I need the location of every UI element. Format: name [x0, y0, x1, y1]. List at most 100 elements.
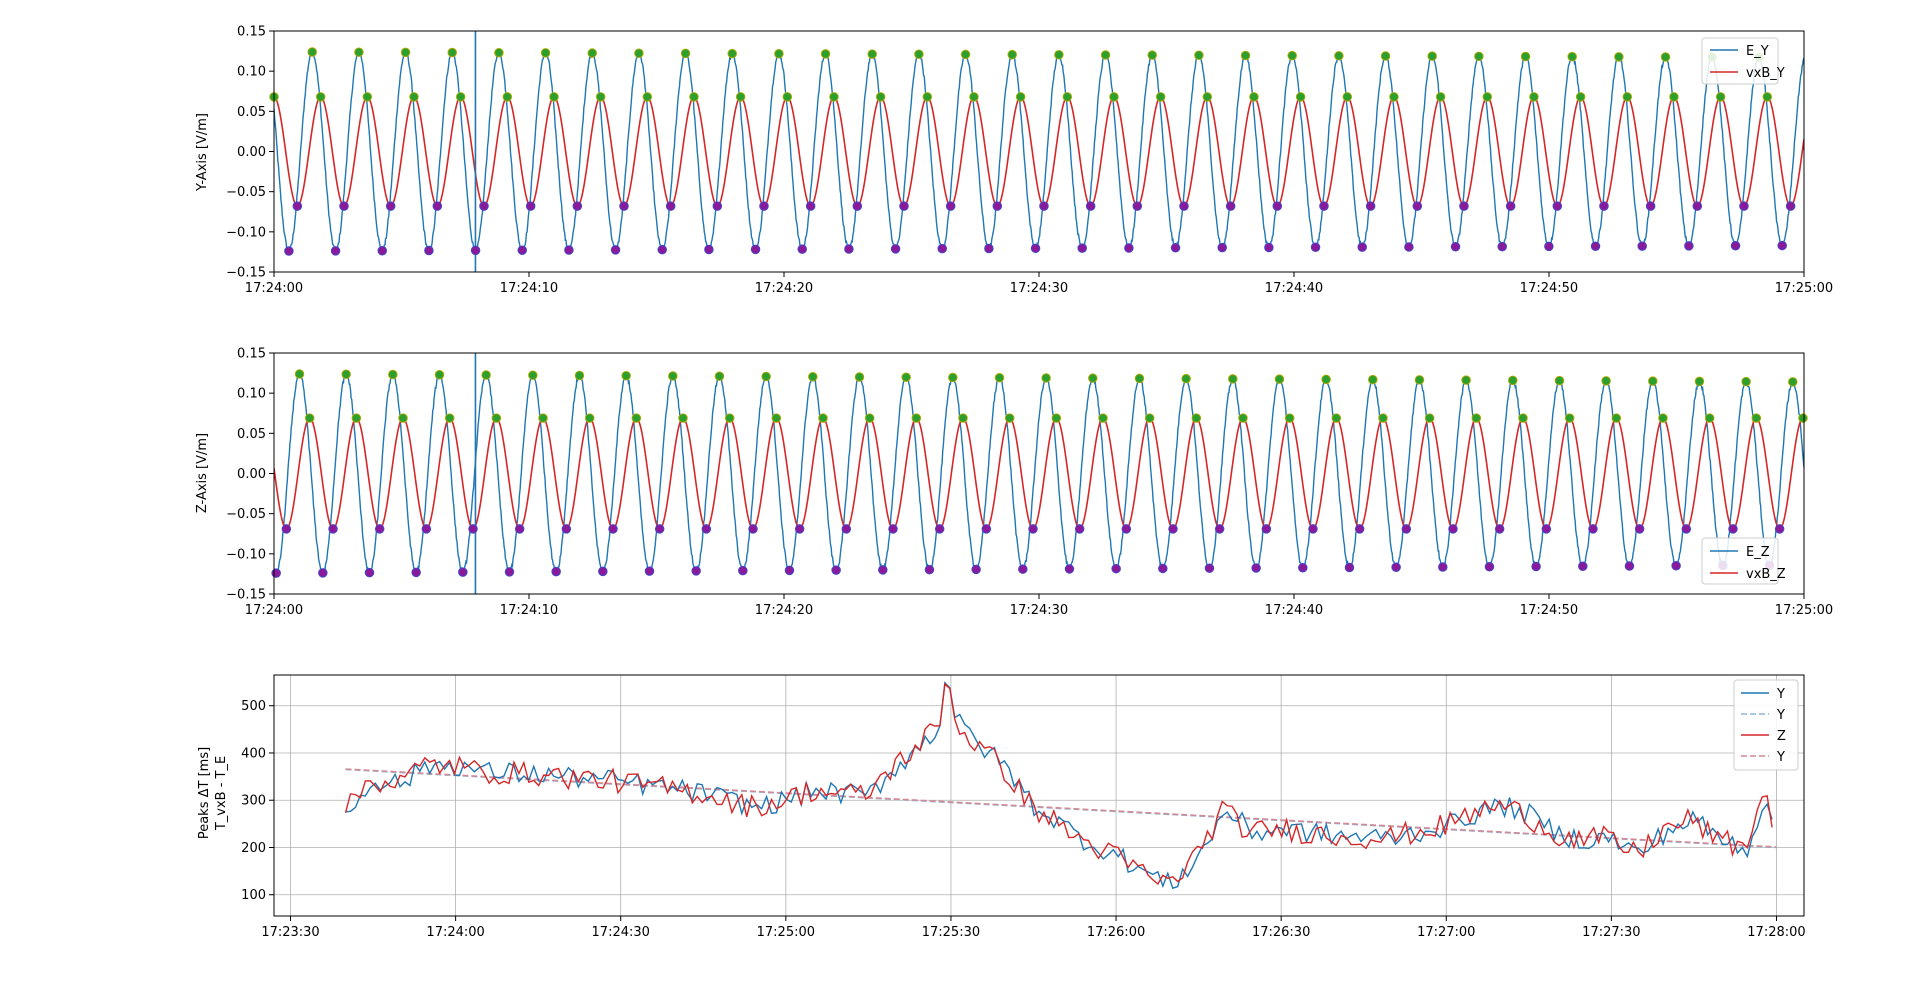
peak-marker-min [1728, 524, 1738, 534]
y-tick-label: −0.10 [226, 225, 266, 240]
peak-marker-max [1155, 92, 1166, 102]
peak-marker-max [1704, 413, 1715, 423]
x-tick-label: 17:24:30 [592, 925, 650, 940]
peak-marker-min [339, 201, 349, 211]
x-tick-label: 17:24:20 [755, 281, 813, 296]
peak-marker-max [1331, 413, 1342, 423]
peak-marker-max [774, 48, 784, 59]
peak-marker-max [1751, 413, 1762, 423]
peak-marker-min [1730, 240, 1741, 251]
peak-marker-min [844, 244, 854, 254]
peak-marker-min [1074, 524, 1085, 534]
peak-marker-min [992, 201, 1003, 211]
peak-marker-min [738, 565, 748, 576]
peak-marker-max [1342, 92, 1353, 102]
peak-marker-min [1168, 524, 1178, 534]
peak-marker-min [1344, 562, 1355, 573]
peak-marker-max [1389, 92, 1399, 102]
peak-marker-max [494, 47, 504, 58]
peak-marker-max [948, 372, 958, 383]
peak-marker-max [1238, 413, 1248, 423]
y-tick-label: 0.10 [237, 65, 266, 80]
peak-marker-min [468, 524, 478, 534]
peak-marker-min [421, 524, 432, 534]
peak-marker-max [587, 48, 597, 58]
peak-marker-max [388, 369, 398, 380]
peak-marker-min [504, 567, 515, 577]
peak-marker-max [1321, 374, 1331, 385]
peak-marker-min [608, 524, 618, 534]
peak-marker-max [1240, 50, 1251, 61]
peak-marker-max [1741, 376, 1751, 387]
peak-marker-max [714, 371, 725, 381]
peak-marker-min [1214, 524, 1225, 534]
peak-marker-min [284, 246, 294, 256]
y-tick-label: −0.10 [226, 547, 266, 562]
legend-label-e-z: E_Z [1746, 545, 1770, 560]
peak-marker-min [701, 524, 712, 534]
peak-marker-max [1284, 413, 1295, 423]
peak-marker-min [432, 201, 443, 211]
peak-marker-max [1274, 374, 1285, 384]
peak-marker-max [782, 92, 793, 102]
peak-marker-max [1427, 51, 1437, 61]
x-tick-label: 17:26:00 [1087, 925, 1145, 940]
x-tick-label: 17:24:10 [500, 603, 558, 618]
peak-marker-max [1435, 92, 1446, 102]
peak-marker-max [434, 370, 445, 380]
peak-marker-max [631, 413, 642, 423]
peak-marker-min [852, 201, 863, 211]
peak-marker-min [1681, 524, 1692, 534]
peak-marker-min [1401, 524, 1412, 534]
peak-marker-min [1450, 242, 1461, 252]
peak-marker-max [1378, 413, 1388, 423]
peak-marker-min [1645, 201, 1656, 211]
peak-marker-min [1217, 242, 1227, 253]
peak-marker-min [1531, 561, 1541, 572]
peak-marker-min [1179, 201, 1189, 211]
peak-marker-max [1461, 375, 1471, 385]
peak-marker-min [888, 524, 898, 534]
peak-marker-min [1459, 201, 1469, 211]
peak-marker-min [514, 524, 525, 534]
legend-label-e-y: E_Y [1746, 44, 1769, 59]
peak-marker-max [351, 413, 362, 423]
peak-marker-min [1578, 561, 1588, 571]
peak-marker-max [1368, 374, 1378, 385]
peak-marker-min [271, 568, 281, 578]
peak-marker-min [424, 245, 434, 256]
peak-marker-max [540, 48, 551, 58]
plot-area [274, 31, 1804, 272]
peak-marker-max [1471, 413, 1482, 423]
peak-marker-max [455, 92, 466, 102]
y-tick-label: 300 [241, 794, 266, 809]
peak-marker-max [678, 413, 688, 423]
peak-marker-max [1287, 50, 1297, 61]
peak-marker-min [598, 566, 608, 577]
peak-marker-max [1520, 51, 1531, 62]
peak-marker-min [564, 245, 574, 255]
peak-marker-min [805, 201, 816, 211]
peak-marker-max [1202, 92, 1213, 102]
peak-marker-min [712, 201, 723, 211]
x-tick-label: 17:24:00 [245, 603, 303, 618]
peak-marker-max [901, 372, 911, 382]
peak-marker-min [377, 245, 387, 256]
peak-marker-max [621, 370, 631, 381]
peak-marker-max [1798, 413, 1808, 423]
peak-marker-max [595, 92, 606, 102]
peak-marker-max [1191, 413, 1202, 423]
peak-marker-min [1497, 241, 1507, 252]
peaks-delta-subplot: Peaks ΔT [ms] T_vxB - T_E 100 200 300 400 50… [197, 674, 1806, 940]
y-tick-label: −0.15 [226, 266, 266, 281]
peak-marker-min [1225, 201, 1236, 211]
peak-marker-max [1414, 375, 1425, 385]
trend-line-z [345, 768, 1777, 848]
peak-marker-max [1088, 373, 1098, 383]
peak-marker-min [1085, 201, 1096, 211]
peak-marker-max [447, 47, 457, 58]
peak-marker-min [281, 524, 292, 534]
legend-label-vxb-y: vxB_Y [1746, 66, 1785, 81]
peak-marker-min [328, 524, 338, 534]
peak-marker-max [1041, 373, 1051, 383]
